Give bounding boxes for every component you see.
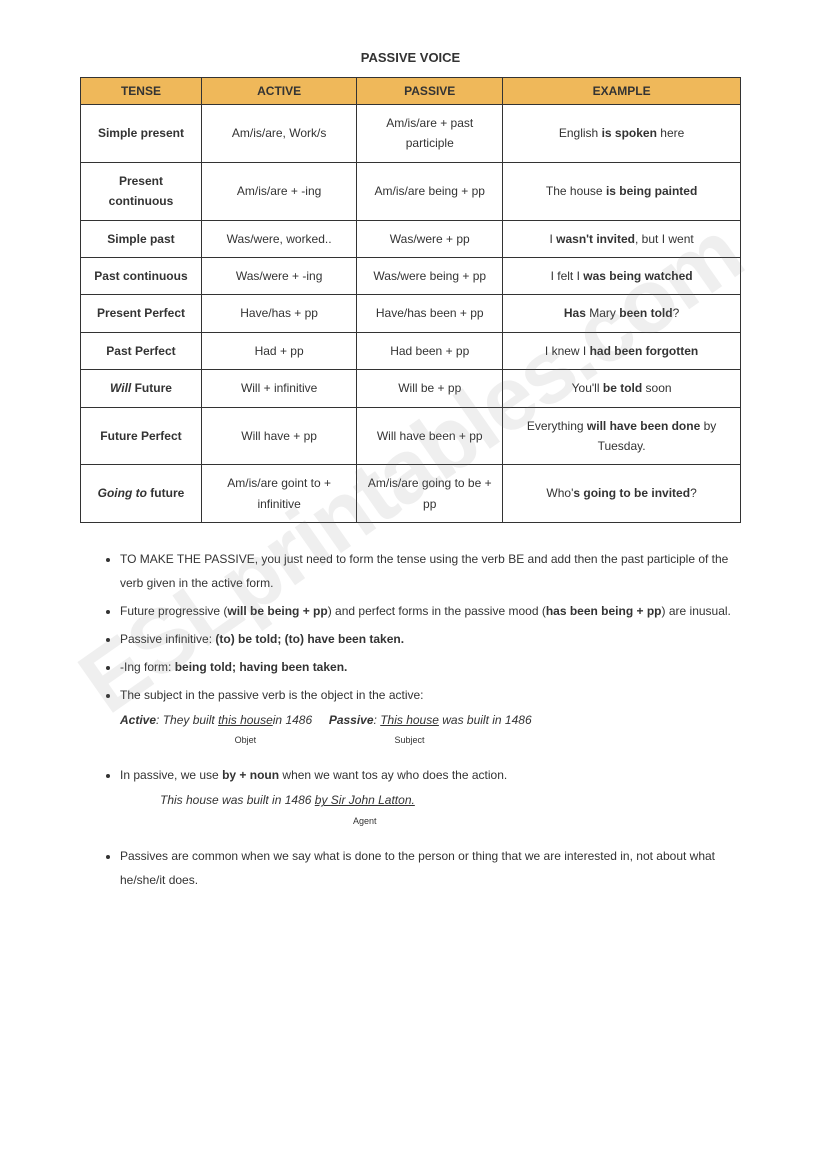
cell-active: Had + pp bbox=[201, 332, 356, 369]
cell-passive: Am/is/are going to be + pp bbox=[357, 465, 503, 523]
active-before: : They built bbox=[156, 713, 218, 727]
active-object-stack: this house Objet bbox=[218, 711, 273, 749]
active-underlined: this house bbox=[218, 713, 273, 727]
table-row: Simple presentAm/is/are, Work/sAm/is/are… bbox=[81, 105, 741, 163]
passive-before: : bbox=[374, 713, 381, 727]
cell-tense: Past Perfect bbox=[81, 332, 202, 369]
passive-sublabel: Subject bbox=[395, 735, 425, 745]
cell-example: Who's going to be invited? bbox=[503, 465, 741, 523]
header-active: ACTIVE bbox=[201, 78, 356, 105]
table-row: Past continuousWas/were + -ingWas/were b… bbox=[81, 257, 741, 294]
table-row: Present PerfectHave/has + ppHave/has bee… bbox=[81, 295, 741, 332]
cell-example: I wasn't invited, but I went bbox=[503, 220, 741, 257]
cell-active: Have/has + pp bbox=[201, 295, 356, 332]
passive-underlined: This house bbox=[380, 713, 439, 727]
note-item: Future progressive (will be being + pp) … bbox=[120, 599, 741, 623]
cell-tense: Will Future bbox=[81, 370, 202, 407]
cell-passive: Have/has been + pp bbox=[357, 295, 503, 332]
cell-tense: Going to future bbox=[81, 465, 202, 523]
passive-label: Passive bbox=[329, 713, 374, 727]
table-row: Past PerfectHad + ppHad been + ppI knew … bbox=[81, 332, 741, 369]
note-item: The subject in the passive verb is the o… bbox=[120, 683, 741, 707]
note-item: TO MAKE THE PASSIVE, you just need to fo… bbox=[120, 547, 741, 595]
notes-list-3: Passives are common when we say what is … bbox=[120, 844, 741, 892]
header-example: EXAMPLE bbox=[503, 78, 741, 105]
by-agent-stack: by Sir John Latton. Agent bbox=[315, 791, 415, 829]
table-row: Going to futureAm/is/are goint to + infi… bbox=[81, 465, 741, 523]
header-passive: PASSIVE bbox=[357, 78, 503, 105]
cell-example: English is spoken here bbox=[503, 105, 741, 163]
notes-list-2: In passive, we use by + noun when we wan… bbox=[120, 763, 741, 787]
by-sublabel: Agent bbox=[353, 816, 377, 826]
passive-after: was built in 1486 bbox=[439, 713, 532, 727]
table-row: Present continuousAm/is/are + -ingAm/is/… bbox=[81, 162, 741, 220]
cell-example: You'll be told soon bbox=[503, 370, 741, 407]
active-after: in 1486 bbox=[273, 713, 312, 727]
note-item: -Ing form: being told; having been taken… bbox=[120, 655, 741, 679]
passive-subject-stack: This house Subject bbox=[380, 711, 439, 749]
cell-tense: Present continuous bbox=[81, 162, 202, 220]
cell-passive: Will have been + pp bbox=[357, 407, 503, 465]
cell-example: The house is being painted bbox=[503, 162, 741, 220]
passive-voice-table: TENSE ACTIVE PASSIVE EXAMPLE Simple pres… bbox=[80, 77, 741, 523]
table-header-row: TENSE ACTIVE PASSIVE EXAMPLE bbox=[81, 78, 741, 105]
active-sublabel: Objet bbox=[235, 735, 257, 745]
cell-active: Was/were, worked.. bbox=[201, 220, 356, 257]
table-row: Will FutureWill + infinitiveWill be + pp… bbox=[81, 370, 741, 407]
document-page: ESLprintables.com PASSIVE VOICE TENSE AC… bbox=[0, 0, 821, 936]
cell-tense: Past continuous bbox=[81, 257, 202, 294]
cell-example: I felt I was being watched bbox=[503, 257, 741, 294]
by-underlined: by Sir John Latton. bbox=[315, 793, 415, 807]
cell-active: Was/were + -ing bbox=[201, 257, 356, 294]
table-row: Future PerfectWill have + ppWill have be… bbox=[81, 407, 741, 465]
note-item: In passive, we use by + noun when we wan… bbox=[120, 763, 741, 787]
cell-active: Will + infinitive bbox=[201, 370, 356, 407]
cell-active: Am/is/are goint to + infinitive bbox=[201, 465, 356, 523]
note-item: Passives are common when we say what is … bbox=[120, 844, 741, 892]
cell-passive: Will be + pp bbox=[357, 370, 503, 407]
by-example: This house was built in 1486 by Sir John… bbox=[160, 791, 741, 829]
header-tense: TENSE bbox=[81, 78, 202, 105]
cell-example: Has Mary been told? bbox=[503, 295, 741, 332]
cell-passive: Was/were being + pp bbox=[357, 257, 503, 294]
active-passive-example: Active: They built this house Objetin 14… bbox=[120, 711, 741, 749]
cell-active: Will have + pp bbox=[201, 407, 356, 465]
active-label: Active bbox=[120, 713, 156, 727]
notes-list: TO MAKE THE PASSIVE, you just need to fo… bbox=[120, 547, 741, 707]
cell-passive: Had been + pp bbox=[357, 332, 503, 369]
cell-tense: Simple present bbox=[81, 105, 202, 163]
cell-tense: Future Perfect bbox=[81, 407, 202, 465]
cell-passive: Am/is/are being + pp bbox=[357, 162, 503, 220]
cell-tense: Present Perfect bbox=[81, 295, 202, 332]
cell-tense: Simple past bbox=[81, 220, 202, 257]
cell-example: Everything will have been done by Tuesda… bbox=[503, 407, 741, 465]
cell-active: Am/is/are, Work/s bbox=[201, 105, 356, 163]
table-row: Simple pastWas/were, worked..Was/were + … bbox=[81, 220, 741, 257]
cell-passive: Am/is/are + past participle bbox=[357, 105, 503, 163]
note-item: Passive infinitive: (to) be told; (to) h… bbox=[120, 627, 741, 651]
cell-active: Am/is/are + -ing bbox=[201, 162, 356, 220]
by-before: This house was built in 1486 bbox=[160, 793, 315, 807]
cell-passive: Was/were + pp bbox=[357, 220, 503, 257]
cell-example: I knew I had been forgotten bbox=[503, 332, 741, 369]
page-title: PASSIVE VOICE bbox=[80, 50, 741, 65]
